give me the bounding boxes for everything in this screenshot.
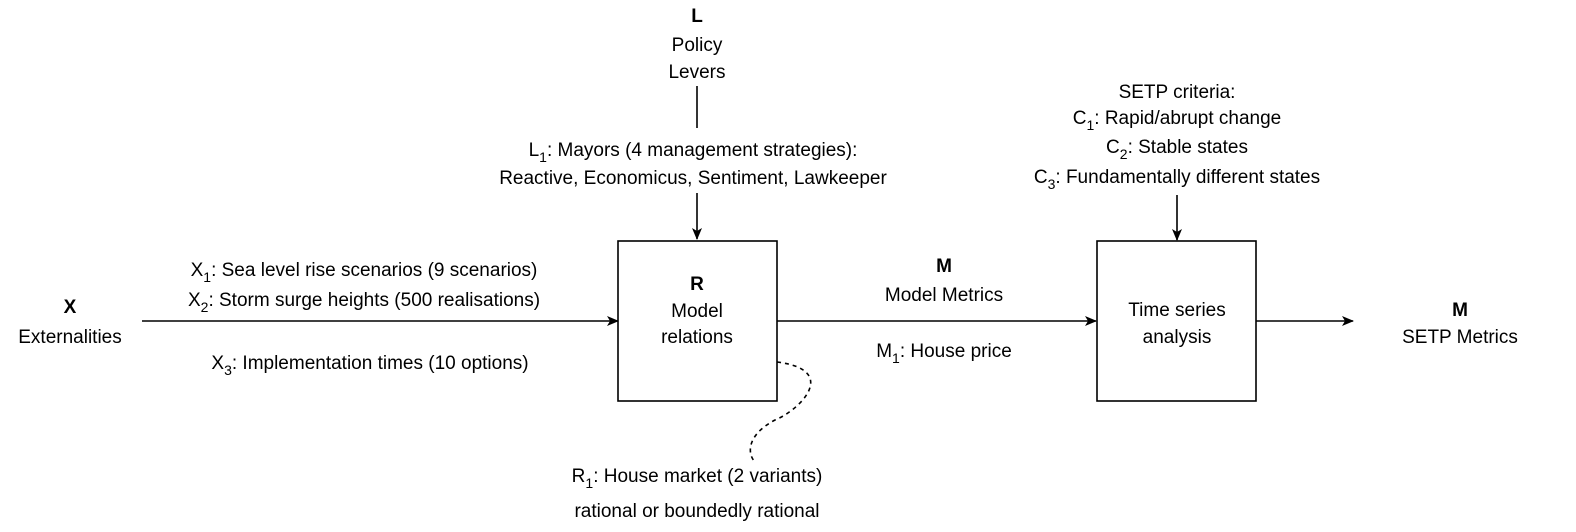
relation-r1-detail: rational or boundedly rational <box>574 501 819 522</box>
relations-dashed-connector <box>749 361 812 463</box>
model-metrics-title: Model Metrics <box>885 285 1003 306</box>
externality-x1-sub: 1 <box>203 269 211 285</box>
model-relations-box <box>617 240 778 402</box>
criterion-c1-symbol: C <box>1073 108 1087 129</box>
levers-title-line1: Policy <box>672 35 723 56</box>
setp-metrics-title: SETP Metrics <box>1402 327 1518 348</box>
externality-x1-text: : Sea level rise scenarios (9 scenarios) <box>211 260 537 281</box>
criterion-c3: C3: Fundamentally different states <box>1034 167 1320 192</box>
externalities-symbol: X <box>64 297 77 318</box>
metric-m1-sub: 1 <box>892 350 900 366</box>
relations-title-line1: Model <box>671 301 723 322</box>
relation-r1-sub: 1 <box>585 475 593 491</box>
metric-m1: M1: House price <box>876 341 1012 366</box>
criterion-c3-text: : Fundamentally different states <box>1055 167 1320 188</box>
lever-l1-sub: 1 <box>539 149 547 165</box>
externality-x2: X2: Storm surge heights (500 realisation… <box>188 290 540 315</box>
levers-symbol: L <box>691 6 703 27</box>
relation-r1-text: : House market (2 variants) <box>593 466 822 487</box>
externality-x2-symbol: X <box>188 290 201 311</box>
time-series-analysis-box <box>1096 240 1257 402</box>
criterion-c3-symbol: C <box>1034 167 1048 188</box>
criteria-heading: SETP criteria: <box>1119 82 1236 103</box>
criterion-c1-text: : Rapid/abrupt change <box>1094 108 1281 129</box>
setp-metrics-symbol: M <box>1452 300 1468 321</box>
externality-x3: X3: Implementation times (10 options) <box>211 353 528 378</box>
externality-x1-symbol: X <box>191 260 204 281</box>
relations-title-line2: relations <box>661 327 733 348</box>
lever-l1-symbol: L <box>529 140 540 161</box>
externality-x3-text: : Implementation times (10 options) <box>232 353 529 374</box>
criterion-c1: C1: Rapid/abrupt change <box>1073 108 1282 133</box>
relation-r1: R1: House market (2 variants) <box>572 466 823 491</box>
criterion-c1-sub: 1 <box>1086 117 1094 133</box>
criterion-c2-sub: 2 <box>1120 146 1128 162</box>
analysis-title-line2: analysis <box>1143 327 1212 348</box>
lever-l1-text: : Mayors (4 management strategies): <box>547 140 857 161</box>
externalities-title: Externalities <box>18 327 122 348</box>
criterion-c3-sub: 3 <box>1048 176 1056 192</box>
externality-x2-sub: 2 <box>201 299 209 315</box>
externality-x3-symbol: X <box>211 353 224 374</box>
externality-x1: X1: Sea level rise scenarios (9 scenario… <box>191 260 538 285</box>
criterion-c2-text: : Stable states <box>1128 137 1248 158</box>
metric-m1-symbol: M <box>876 341 892 362</box>
externality-x2-text: : Storm surge heights (500 realisations) <box>208 290 540 311</box>
lever-l1-options: Reactive, Economicus, Sentiment, Lawkeep… <box>499 168 887 189</box>
externality-x3-sub: 3 <box>224 362 232 378</box>
levers-title-line2: Levers <box>668 62 725 83</box>
criterion-c2: C2: Stable states <box>1106 137 1248 162</box>
model-metrics-symbol: M <box>936 256 952 277</box>
relations-symbol: R <box>690 274 704 295</box>
relation-r1-symbol: R <box>572 466 586 487</box>
metric-m1-text: : House price <box>900 341 1012 362</box>
lever-l1-label: L1: Mayors (4 management strategies): <box>529 140 858 165</box>
analysis-title-line1: Time series <box>1128 300 1225 321</box>
criterion-c2-symbol: C <box>1106 137 1120 158</box>
